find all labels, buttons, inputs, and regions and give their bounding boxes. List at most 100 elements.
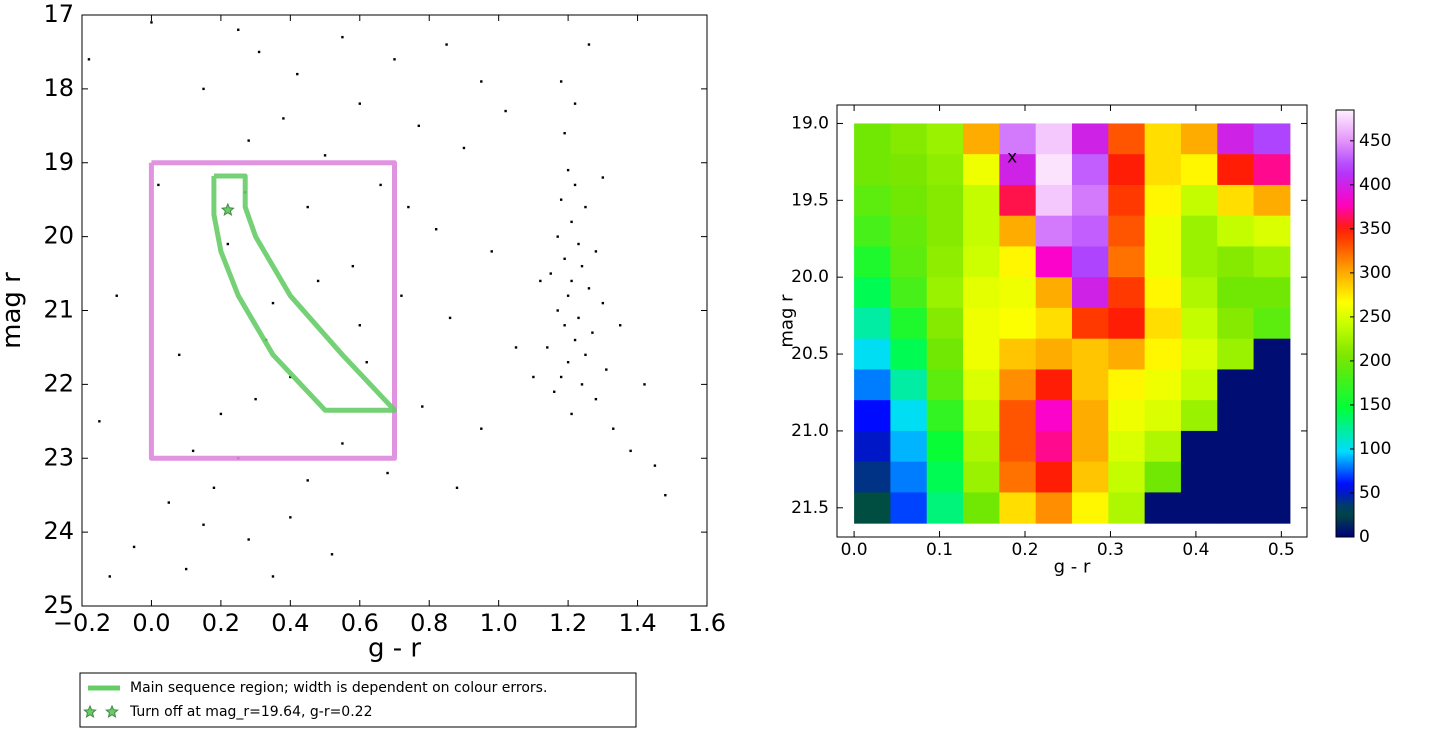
point	[219, 412, 223, 416]
point	[417, 124, 421, 128]
heat-cell	[1253, 277, 1291, 309]
point	[351, 264, 355, 268]
point	[289, 375, 292, 379]
heat-cell	[1217, 430, 1255, 463]
point	[386, 471, 389, 475]
point	[556, 235, 559, 238]
heat-cell	[1108, 215, 1146, 247]
point	[612, 427, 615, 430]
heat-cell	[1180, 123, 1218, 155]
x-tick-label: 0.4	[1182, 540, 1209, 560]
colorbar-tick-label: 250	[1359, 307, 1391, 327]
point	[247, 139, 250, 142]
heat-cell	[1180, 461, 1218, 493]
heat-cell	[1144, 246, 1182, 278]
heat-cell	[1035, 338, 1073, 370]
heat-cell	[1253, 338, 1291, 370]
heat-cell	[999, 184, 1037, 217]
point	[549, 272, 552, 275]
x-tick-label: 1.6	[688, 609, 726, 637]
heat-cell	[1253, 184, 1291, 217]
point	[132, 545, 136, 549]
colorbar	[1335, 109, 1355, 538]
heat-cell	[890, 246, 928, 278]
colorbar-tick-label: 0	[1359, 527, 1370, 547]
heat-cell	[1035, 461, 1073, 493]
outline	[148, 160, 397, 461]
heat-cell	[1144, 215, 1182, 247]
heat-cell	[1217, 246, 1255, 278]
heat-cell	[999, 369, 1037, 401]
heat-cell	[999, 492, 1037, 524]
plot: 0.0 0.1 0.2 0.3 0.4 0.5 19.0 19.5 20.0 20.5 21.0 21…	[777, 104, 1391, 578]
point	[247, 538, 250, 541]
point	[570, 220, 573, 224]
point	[306, 205, 309, 209]
y-tick-label: 17	[43, 0, 74, 28]
point	[490, 250, 493, 253]
point	[455, 486, 459, 489]
y-tick-label: 20.0	[791, 267, 829, 287]
heat-cell	[1108, 492, 1146, 524]
colorbar-tick-label: 150	[1359, 395, 1391, 415]
point	[643, 383, 646, 386]
heat-cell	[1217, 492, 1255, 524]
heat-cell	[926, 307, 964, 340]
colorbar-tick-label: 200	[1359, 351, 1391, 371]
heat-cell	[890, 154, 928, 186]
heat-cell	[1144, 307, 1182, 340]
point	[184, 567, 188, 571]
heat-cell	[999, 215, 1037, 247]
point	[601, 176, 605, 179]
outline	[211, 173, 397, 413]
heat-cell	[1072, 492, 1109, 524]
heat-cell	[1035, 154, 1073, 186]
heat-cell	[1108, 307, 1146, 340]
heat-cell	[1072, 338, 1109, 370]
heat-cell	[890, 277, 928, 309]
point	[212, 486, 216, 489]
point	[358, 324, 361, 327]
heat-cell	[854, 430, 891, 463]
heat-cell	[1217, 461, 1255, 493]
y-tick-label: 21	[43, 296, 74, 324]
point	[226, 242, 230, 246]
point	[480, 427, 483, 430]
point	[202, 87, 205, 91]
legend-label: Turn off at mag_r=19.64, g-r=0.22	[129, 704, 372, 720]
point	[157, 183, 160, 187]
heat-cell	[890, 369, 928, 401]
point	[434, 228, 438, 231]
point	[573, 183, 577, 187]
heat-cell	[1072, 369, 1109, 401]
heat-cell	[963, 400, 1000, 432]
heat-cell	[1144, 400, 1182, 432]
point	[108, 575, 111, 578]
heat-cell	[1035, 215, 1073, 247]
y-axis-label: mag r	[0, 272, 27, 349]
heat-cell	[1108, 154, 1146, 186]
point	[580, 383, 584, 386]
point	[563, 257, 566, 260]
point	[296, 72, 299, 76]
heat-cell	[926, 123, 964, 155]
point	[178, 353, 181, 357]
y-tick-label: 19	[43, 148, 74, 176]
heat-cell	[890, 338, 928, 370]
point	[341, 35, 344, 39]
heat-cell	[1180, 400, 1218, 432]
heat-cell	[1072, 123, 1109, 155]
x-tick-label: 1.0	[480, 609, 518, 637]
heat-cell	[963, 277, 1000, 309]
annotation: x	[1007, 147, 1017, 167]
point	[605, 368, 608, 371]
heat-cell	[963, 307, 1000, 340]
heat-cell	[854, 400, 891, 432]
heat-cell	[1180, 154, 1218, 186]
heat-cell	[1144, 461, 1182, 493]
point	[271, 575, 275, 578]
heat-cell	[1108, 400, 1146, 432]
heat-cell	[999, 430, 1037, 463]
point	[664, 493, 667, 497]
heat-cell	[926, 400, 964, 432]
